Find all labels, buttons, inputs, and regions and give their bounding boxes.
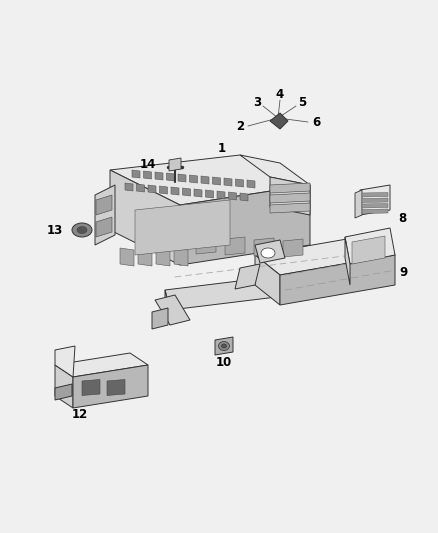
Polygon shape	[196, 236, 216, 254]
Polygon shape	[152, 308, 168, 329]
Polygon shape	[283, 239, 303, 257]
Polygon shape	[217, 191, 225, 199]
Polygon shape	[110, 170, 180, 265]
Polygon shape	[73, 365, 148, 408]
Polygon shape	[247, 180, 255, 188]
Polygon shape	[270, 193, 310, 203]
Polygon shape	[190, 175, 198, 183]
Text: 1: 1	[218, 141, 226, 155]
Polygon shape	[235, 264, 260, 289]
Polygon shape	[96, 217, 112, 237]
Polygon shape	[362, 209, 388, 214]
Polygon shape	[169, 158, 181, 171]
Polygon shape	[362, 204, 388, 208]
Text: 13: 13	[47, 223, 63, 237]
Polygon shape	[183, 188, 191, 196]
Polygon shape	[255, 255, 280, 305]
Polygon shape	[132, 170, 140, 178]
Polygon shape	[352, 236, 385, 264]
Polygon shape	[240, 155, 310, 185]
Polygon shape	[165, 290, 170, 325]
Polygon shape	[110, 155, 310, 205]
Polygon shape	[159, 186, 167, 194]
Polygon shape	[254, 238, 274, 256]
Polygon shape	[96, 195, 112, 215]
Polygon shape	[82, 379, 100, 395]
Polygon shape	[55, 353, 148, 377]
Polygon shape	[355, 190, 362, 218]
Polygon shape	[255, 240, 285, 263]
Ellipse shape	[261, 248, 275, 258]
Polygon shape	[135, 200, 230, 255]
Polygon shape	[137, 184, 145, 192]
Polygon shape	[194, 189, 202, 197]
Polygon shape	[229, 192, 237, 200]
Text: 12: 12	[72, 408, 88, 422]
Polygon shape	[362, 192, 388, 197]
Polygon shape	[125, 183, 133, 191]
Polygon shape	[155, 295, 190, 325]
Text: 6: 6	[312, 116, 320, 128]
Polygon shape	[120, 248, 134, 266]
Polygon shape	[107, 379, 125, 395]
Polygon shape	[55, 365, 73, 408]
Polygon shape	[345, 228, 395, 264]
Polygon shape	[148, 185, 156, 193]
Polygon shape	[180, 185, 310, 265]
Polygon shape	[270, 203, 310, 213]
Polygon shape	[255, 235, 395, 275]
Polygon shape	[95, 185, 115, 245]
Polygon shape	[178, 174, 186, 182]
Polygon shape	[201, 176, 209, 184]
Polygon shape	[212, 177, 220, 185]
Polygon shape	[155, 172, 163, 180]
Text: 10: 10	[216, 356, 232, 368]
Polygon shape	[205, 190, 213, 198]
Text: 3: 3	[253, 95, 261, 109]
Ellipse shape	[219, 342, 230, 351]
Text: 5: 5	[298, 95, 306, 109]
Text: 8: 8	[398, 212, 406, 224]
Polygon shape	[55, 384, 72, 400]
Polygon shape	[171, 187, 179, 195]
Ellipse shape	[77, 227, 87, 233]
Polygon shape	[215, 337, 233, 355]
Polygon shape	[166, 173, 174, 181]
Polygon shape	[236, 179, 244, 187]
Polygon shape	[360, 185, 390, 215]
Polygon shape	[240, 193, 248, 201]
Polygon shape	[224, 178, 232, 186]
Polygon shape	[280, 255, 395, 305]
Polygon shape	[144, 171, 152, 179]
Text: 2: 2	[236, 119, 244, 133]
Ellipse shape	[72, 223, 92, 237]
Polygon shape	[138, 248, 152, 266]
Polygon shape	[165, 265, 375, 310]
Polygon shape	[55, 346, 75, 377]
Polygon shape	[174, 248, 188, 266]
Polygon shape	[270, 113, 288, 129]
Polygon shape	[345, 237, 350, 285]
Text: 9: 9	[400, 265, 408, 279]
Polygon shape	[270, 183, 310, 193]
Polygon shape	[156, 248, 170, 266]
Text: 14: 14	[140, 158, 156, 172]
Polygon shape	[225, 237, 245, 255]
Text: 4: 4	[276, 88, 284, 101]
Polygon shape	[270, 177, 310, 215]
Ellipse shape	[222, 344, 226, 348]
Polygon shape	[362, 198, 388, 203]
